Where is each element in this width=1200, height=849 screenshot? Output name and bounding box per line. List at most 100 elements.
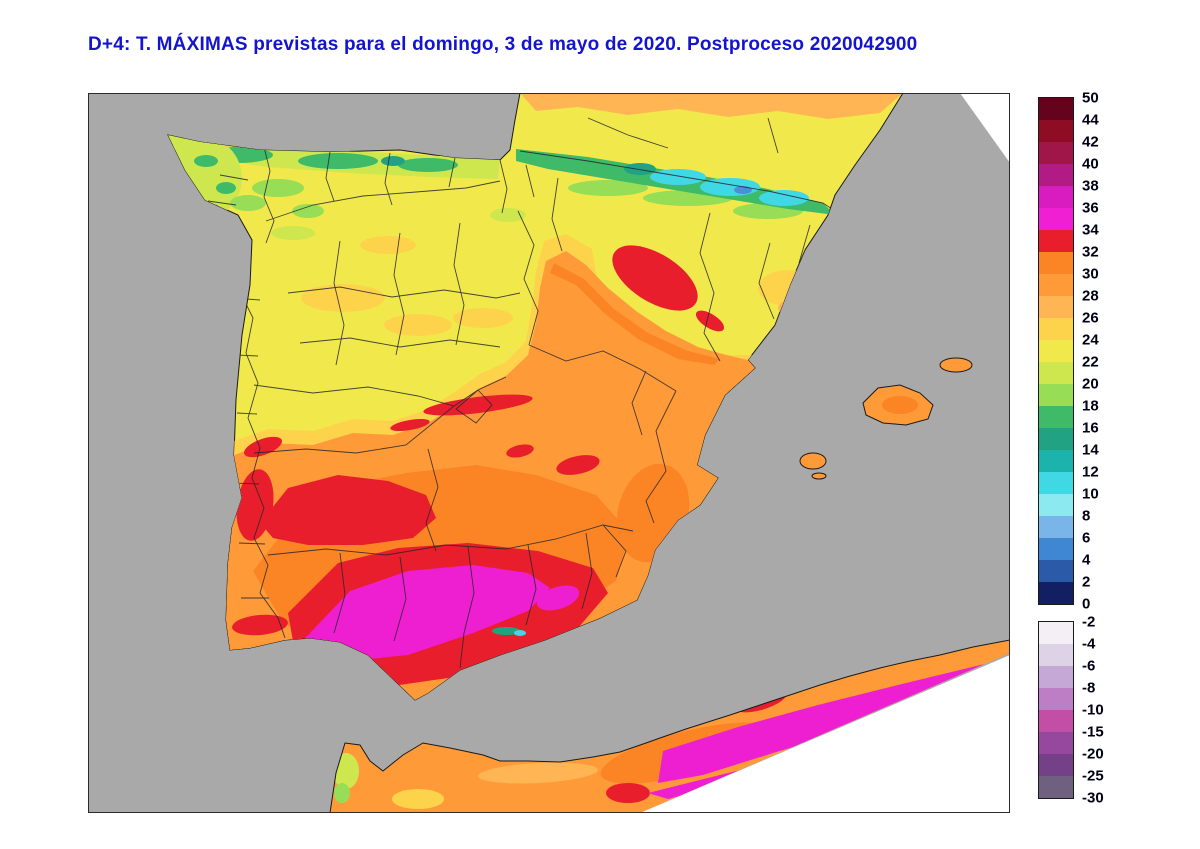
temp-blob: [360, 236, 416, 254]
temperature-map-svg: [88, 93, 1010, 813]
legend-label: 24: [1082, 331, 1099, 349]
temp-blob: [381, 156, 405, 166]
legend-label: 30: [1082, 265, 1099, 283]
admin-borders: [207, 117, 836, 669]
legend-label: 6: [1082, 529, 1091, 547]
legend-label: 16: [1082, 419, 1099, 437]
legend-label: 38: [1082, 177, 1099, 195]
temp-blob: [514, 630, 526, 636]
legend-cell: [1039, 494, 1073, 516]
legend-label: 4: [1082, 551, 1091, 569]
legend-cell: [1039, 644, 1073, 666]
legend-cell: [1039, 120, 1073, 142]
legend-cell: [1039, 406, 1073, 428]
temp-blob: [298, 153, 378, 169]
temp-blob: [390, 418, 430, 432]
temp-blob: [194, 155, 218, 167]
legend-cell: [1039, 362, 1073, 384]
legend-cell: [1039, 732, 1073, 754]
legend-label: 36: [1082, 199, 1099, 217]
legend-label: 18: [1082, 397, 1099, 415]
legend-cell: [1039, 666, 1073, 688]
legend-cell: [1039, 560, 1073, 582]
map-title: D+4: T. MÁXIMAS previstas para el doming…: [88, 34, 918, 55]
legend-cell: [1039, 622, 1073, 644]
hot-core-ebro: [550, 263, 720, 365]
temp-blob: [606, 783, 650, 803]
sierra-nevada-cool-spot: [492, 627, 520, 635]
legend-cell: [1039, 252, 1073, 274]
temp-blob: [216, 182, 236, 194]
temp-blob: [244, 436, 282, 458]
legend-label: 40: [1082, 155, 1099, 173]
legend-label: 26: [1082, 309, 1099, 327]
balearic-islands: [799, 357, 973, 480]
legend-cell: [1039, 776, 1073, 798]
legend-label: 34: [1082, 221, 1099, 239]
legend-cell: [1039, 296, 1073, 318]
hot-red-ebro: [612, 245, 698, 311]
temp-blob: [536, 585, 580, 611]
temp-blob: [490, 208, 526, 222]
temp-blob: [252, 179, 304, 197]
legend-label: -20: [1082, 745, 1104, 763]
legend-label: 12: [1082, 463, 1099, 481]
legend-label: -15: [1082, 723, 1104, 741]
legend-top-colorbar: [1038, 97, 1074, 605]
legend-cell: [1039, 582, 1073, 604]
legend-cell: [1039, 428, 1073, 450]
legend-label: -6: [1082, 657, 1096, 675]
legend-label: 20: [1082, 375, 1099, 393]
legend-cell: [1039, 340, 1073, 362]
temp-blob: [882, 396, 918, 414]
ibiza-island: [799, 452, 827, 470]
legend-cell: [1039, 208, 1073, 230]
temperature-legend-negative: -2 -4 -6 -8 -10 -15 -20 -25 -30: [1038, 615, 1104, 806]
legend-cell: [1039, 688, 1073, 710]
legend-label: -4: [1082, 635, 1096, 653]
legend-label: 32: [1082, 243, 1099, 261]
legend-label: 22: [1082, 353, 1099, 371]
legend-label: -30: [1082, 789, 1104, 807]
legend-cell: [1039, 142, 1073, 164]
extreme-heat-guadalquivir: [310, 565, 550, 661]
temp-blob: [520, 93, 903, 119]
legend-label: -2: [1082, 613, 1096, 631]
legend-label: 44: [1082, 111, 1099, 129]
temp-blob: [423, 394, 533, 416]
legend-cell: [1039, 230, 1073, 252]
legend-cell: [1039, 164, 1073, 186]
legend-label: 28: [1082, 287, 1099, 305]
temp-blob: [648, 768, 748, 799]
legend-label: 50: [1082, 89, 1099, 107]
legend-cell: [1039, 274, 1073, 296]
legend-bottom-colorbar: [1038, 621, 1074, 799]
temp-blob: [292, 204, 324, 218]
temp-blob: [334, 783, 350, 803]
temperature-legend-celsius: 50 44 42 40 38 36 34 32 30 28 26 24 22 20 18 16 14 12 10 8 6…: [1038, 91, 1099, 612]
temp-blob: [392, 789, 444, 809]
hot-red-extremadura: [260, 475, 436, 545]
legend-cell: [1039, 450, 1073, 472]
domain-cut-bottom-right: [640, 655, 1010, 813]
temp-blob: [568, 180, 648, 196]
temp-blob: [236, 469, 274, 541]
legend-label: -10: [1082, 701, 1104, 719]
legend-label: 8: [1082, 507, 1091, 525]
legend-cell: [1039, 538, 1073, 560]
temp-blob: [650, 169, 706, 185]
legend-cell: [1039, 98, 1073, 120]
map-frame: [88, 93, 1010, 813]
temp-blob: [384, 314, 452, 336]
temperature-field-iberia: [168, 93, 903, 700]
legend-cell: [1039, 754, 1073, 776]
formentera-island: [811, 472, 827, 480]
temp-blob: [506, 444, 534, 458]
legend-label: 10: [1082, 485, 1099, 503]
temp-blob: [398, 158, 458, 172]
legend-label: 14: [1082, 441, 1099, 459]
temp-blob: [453, 308, 513, 328]
legend-label: -25: [1082, 767, 1104, 785]
temp-blob: [301, 284, 385, 312]
